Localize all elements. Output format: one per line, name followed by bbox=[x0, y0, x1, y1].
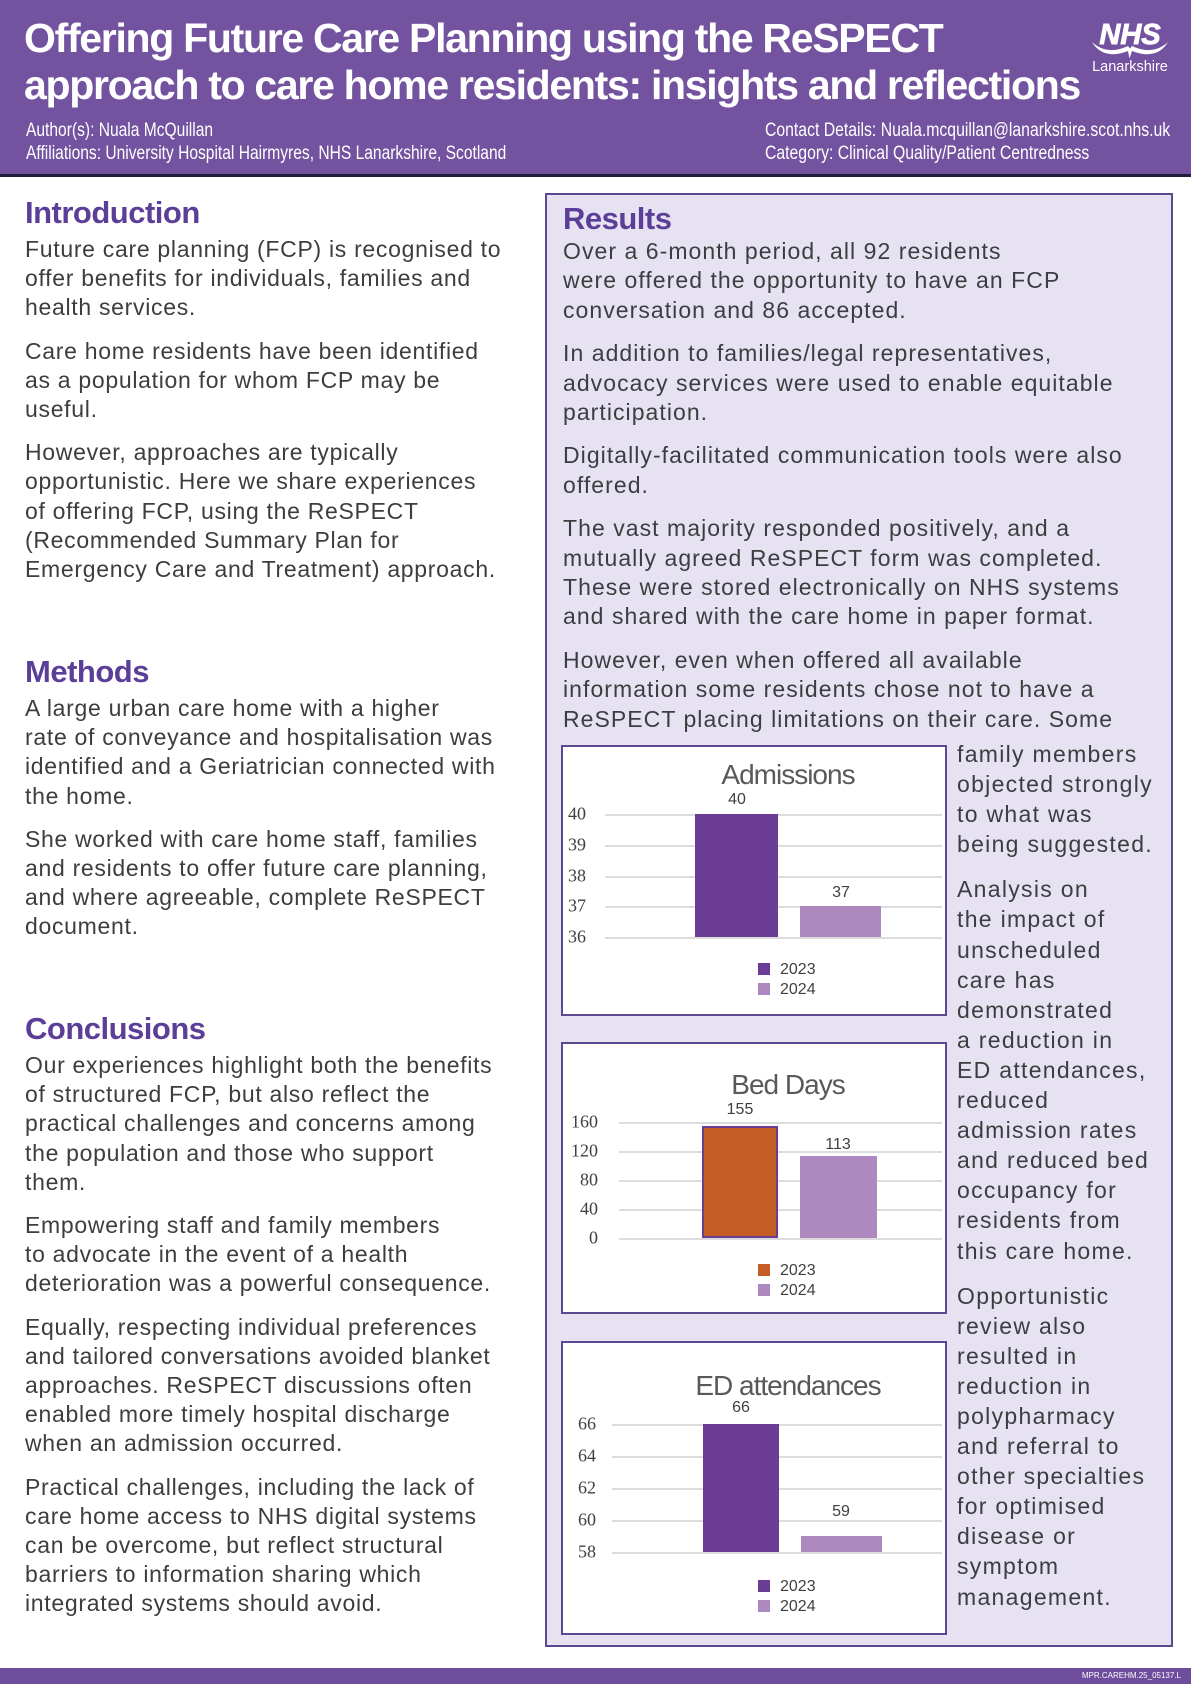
svg-text:Lanarkshire: Lanarkshire bbox=[1092, 59, 1168, 74]
svg-text:NHS: NHS bbox=[1099, 20, 1161, 51]
